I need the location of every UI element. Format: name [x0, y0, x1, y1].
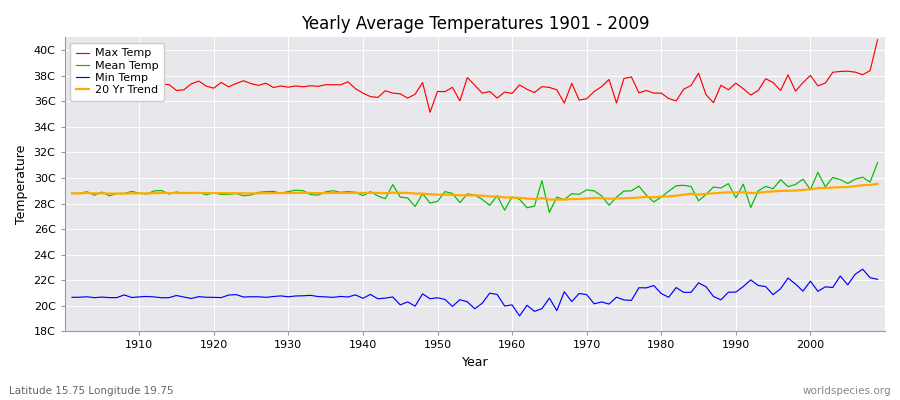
Line: 20 Yr Trend: 20 Yr Trend — [72, 184, 878, 200]
Min Temp — [67, 295, 77, 300]
20 Yr Trend — [335, 190, 346, 195]
Max Temp — [126, 83, 137, 88]
Min Temp — [604, 302, 615, 306]
Text: worldspecies.org: worldspecies.org — [803, 386, 891, 396]
Min Temp — [126, 295, 137, 300]
Legend: Max Temp, Mean Temp, Min Temp, 20 Yr Trend: Max Temp, Mean Temp, Min Temp, 20 Yr Tre… — [70, 43, 164, 101]
20 Yr Trend — [559, 197, 570, 202]
Min Temp — [514, 314, 525, 318]
20 Yr Trend — [67, 191, 77, 196]
20 Yr Trend — [604, 196, 615, 201]
20 Yr Trend — [500, 195, 510, 200]
Min Temp — [872, 277, 883, 282]
Mean Temp — [604, 203, 615, 208]
Mean Temp — [872, 160, 883, 165]
Min Temp — [291, 294, 302, 298]
Mean Temp — [291, 188, 302, 192]
Mean Temp — [335, 190, 346, 195]
Max Temp — [291, 84, 302, 88]
Line: Mean Temp: Mean Temp — [72, 163, 878, 212]
Min Temp — [335, 294, 346, 299]
Text: Latitude 15.75 Longitude 19.75: Latitude 15.75 Longitude 19.75 — [9, 386, 174, 396]
Max Temp — [604, 77, 615, 82]
20 Yr Trend — [872, 181, 883, 186]
Max Temp — [514, 82, 525, 87]
Mean Temp — [500, 208, 510, 212]
Max Temp — [335, 82, 346, 87]
Line: Max Temp: Max Temp — [72, 40, 878, 112]
Min Temp — [507, 302, 517, 307]
20 Yr Trend — [291, 190, 302, 195]
Max Temp — [67, 79, 77, 84]
Title: Yearly Average Temperatures 1901 - 2009: Yearly Average Temperatures 1901 - 2009 — [301, 15, 649, 33]
Max Temp — [507, 91, 517, 96]
Max Temp — [425, 110, 436, 115]
Line: Min Temp: Min Temp — [72, 269, 878, 316]
20 Yr Trend — [507, 195, 517, 200]
Max Temp — [872, 38, 883, 42]
Mean Temp — [67, 191, 77, 196]
Mean Temp — [544, 210, 554, 215]
Mean Temp — [126, 189, 137, 194]
X-axis label: Year: Year — [462, 356, 488, 369]
Mean Temp — [507, 194, 517, 199]
Min Temp — [500, 304, 510, 308]
Min Temp — [857, 267, 868, 272]
Y-axis label: Temperature: Temperature — [15, 145, 28, 224]
20 Yr Trend — [126, 191, 137, 196]
